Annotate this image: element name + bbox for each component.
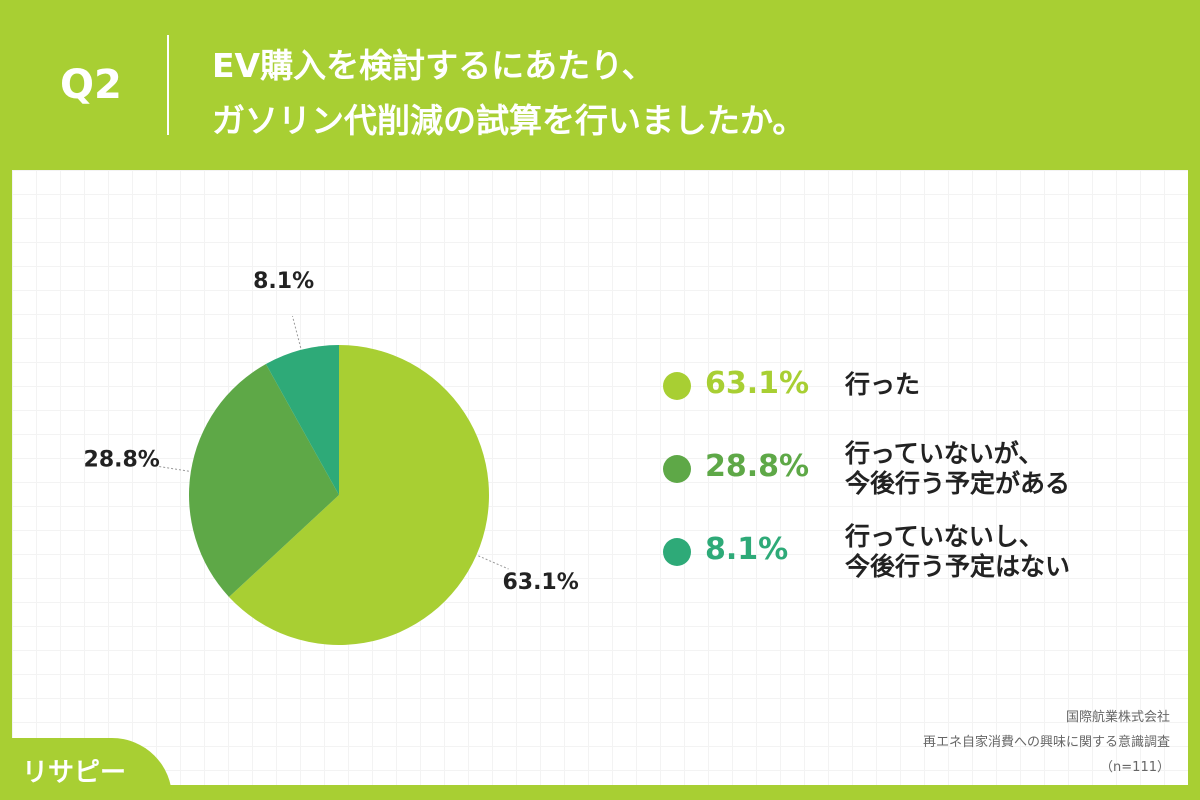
legend-marker	[663, 372, 691, 400]
footer-survey: 再エネ自家消費への興味に関する意識調査	[922, 735, 1170, 750]
brand-badge: リサピー	[0, 738, 172, 800]
legend-value: 63.1%	[705, 366, 810, 401]
legend-marker	[663, 538, 691, 566]
slice-label: 28.8%	[84, 448, 160, 473]
pie-slice	[189, 364, 339, 597]
question-number: Q2	[60, 62, 122, 108]
separator	[167, 35, 169, 135]
legend-label: 行った	[845, 370, 921, 399]
footer-company: 国際航業株式会社	[1065, 710, 1170, 725]
leader-line	[156, 465, 189, 472]
legend-value: 28.8%	[705, 449, 810, 484]
footer-sample: （n=111）	[1100, 760, 1170, 775]
pie-slice	[229, 345, 490, 645]
leader-line	[478, 555, 509, 570]
legend-label: 行っていないし、 今後行う予定はない	[845, 522, 1071, 581]
leader-line	[291, 315, 302, 349]
slice-label: 8.1%	[253, 269, 314, 294]
legend-label: 行っていないが、 今後行う予定がある	[845, 439, 1071, 498]
pie-slice	[265, 345, 339, 495]
brand-logo: リサピー	[22, 758, 127, 788]
footer: 国際航業株式会社 再エネ自家消費への興味に関する意識調査 （n=111）	[923, 705, 1170, 780]
legend-value: 8.1%	[705, 532, 789, 567]
chart-title: EV購入を検討するにあたり、 ガソリン代削減の試算を行いましたか。	[212, 46, 806, 140]
slice-label: 63.1%	[502, 570, 578, 595]
legend-marker	[663, 455, 691, 483]
